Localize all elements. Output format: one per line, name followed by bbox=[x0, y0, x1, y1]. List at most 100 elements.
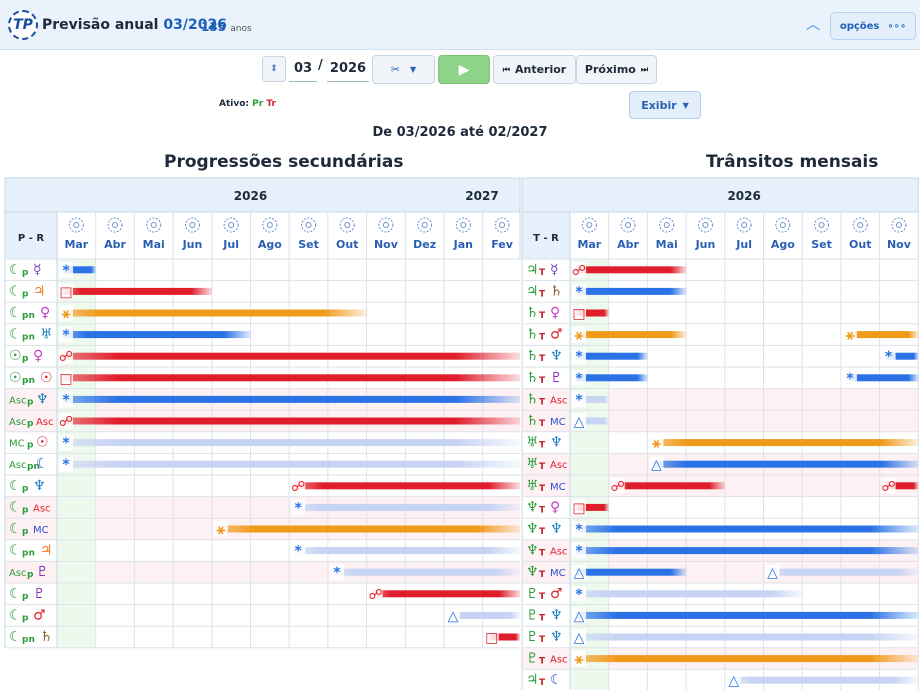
planet-suffix: p bbox=[22, 484, 29, 494]
aspect-symbol: ⚹ bbox=[652, 436, 661, 452]
month-target-icon[interactable] bbox=[736, 217, 752, 233]
aspect-bar bbox=[63, 266, 96, 274]
month-target-icon[interactable] bbox=[339, 217, 355, 233]
year-field[interactable]: 2026 bbox=[327, 58, 369, 82]
icon-ring bbox=[146, 217, 162, 233]
month-field[interactable]: 03 bbox=[289, 58, 317, 82]
month-target-icon[interactable] bbox=[417, 217, 433, 233]
planet-symbol: Asc bbox=[9, 460, 27, 471]
aspect-symbol-bg bbox=[291, 542, 306, 559]
planet-symbol: ☉ bbox=[9, 370, 22, 386]
aspect-symbol: * bbox=[333, 565, 341, 581]
month-label: Out bbox=[336, 238, 358, 251]
aspect-bar bbox=[846, 374, 919, 382]
month-target-icon[interactable] bbox=[620, 217, 636, 233]
aspect-bar bbox=[63, 417, 520, 425]
aspect-symbol-bg bbox=[59, 326, 73, 343]
month-header bbox=[521, 211, 919, 260]
planet-suffix: pn bbox=[22, 376, 35, 386]
aspect-symbol: ⚹ bbox=[217, 522, 226, 538]
tools-dropdown[interactable]: ✂ ▼ bbox=[372, 55, 435, 84]
month-target-icon[interactable] bbox=[146, 217, 162, 233]
aspect-symbol: ⚹ bbox=[62, 306, 71, 322]
month-target-icon[interactable] bbox=[378, 217, 394, 233]
aspect-symbol-bg bbox=[291, 499, 306, 516]
month-target-icon[interactable] bbox=[494, 217, 510, 233]
planet-suffix: T bbox=[539, 397, 546, 407]
planet-suffix: pn bbox=[27, 462, 40, 472]
month-label: Set bbox=[811, 238, 832, 251]
aspect-symbol-bg bbox=[59, 305, 73, 321]
chevron-up-icon[interactable]: ︿ bbox=[806, 17, 820, 33]
month-target-icon[interactable] bbox=[184, 217, 200, 233]
transits-title: Trânsitos mensais bbox=[706, 152, 879, 172]
month-label: Jul bbox=[735, 238, 752, 251]
natal-symbol: ☿ bbox=[33, 262, 42, 278]
natal-symbol: ♀ bbox=[550, 499, 560, 515]
progressions-title: Progressões secundárias bbox=[164, 152, 404, 172]
aspect-symbol-bg bbox=[726, 672, 741, 688]
planet-suffix: p bbox=[22, 613, 29, 623]
month-target-icon[interactable] bbox=[301, 217, 317, 233]
caret-down-icon: ▼ bbox=[410, 65, 417, 74]
planet-suffix: p bbox=[22, 592, 29, 602]
aspect-bar bbox=[63, 395, 520, 403]
aspect-symbol: * bbox=[295, 500, 303, 516]
month-target-icon[interactable] bbox=[107, 217, 123, 233]
icon-ring bbox=[814, 217, 830, 233]
aspect-bar bbox=[885, 482, 919, 490]
icon-ring bbox=[697, 217, 713, 233]
month-target-icon[interactable] bbox=[581, 217, 597, 233]
month-target-icon[interactable] bbox=[852, 217, 868, 233]
play-button[interactable]: ▶ bbox=[438, 55, 490, 84]
planet-symbol: ♄ bbox=[526, 327, 539, 343]
month-target-icon[interactable] bbox=[659, 217, 675, 233]
natal-symbol: ♆ bbox=[550, 629, 563, 645]
options-button[interactable]: opções ∘∘∘ bbox=[830, 12, 916, 40]
natal-symbol: ♇ bbox=[36, 564, 49, 580]
planet-suffix: p bbox=[22, 505, 29, 515]
aspect-symbol: △ bbox=[574, 414, 585, 430]
aspect-symbol-bg bbox=[572, 499, 586, 516]
planet-suffix: T bbox=[539, 678, 546, 688]
icon-core bbox=[382, 222, 389, 228]
planet-symbol: ☾ bbox=[9, 629, 22, 645]
natal-symbol: ☾ bbox=[36, 456, 49, 472]
month-stepper[interactable]: ⇕ bbox=[262, 56, 286, 82]
aspect-symbol: * bbox=[575, 349, 583, 365]
month-target-icon[interactable] bbox=[775, 217, 791, 233]
planet-symbol: ♅ bbox=[526, 456, 539, 472]
aspect-bar bbox=[576, 287, 687, 295]
aspect-symbol: □ bbox=[572, 306, 585, 322]
natal-symbol: ♀ bbox=[40, 305, 50, 321]
aspect-symbol: * bbox=[575, 587, 583, 603]
show-dropdown[interactable]: Exibir ▼ bbox=[629, 91, 701, 119]
planet-suffix: pn bbox=[22, 311, 35, 321]
next-button[interactable]: Próximo ⏭ bbox=[576, 55, 657, 84]
natal-symbol: MC bbox=[550, 568, 566, 579]
natal-symbol: ♄ bbox=[40, 629, 53, 645]
previous-button[interactable]: ⏮ Anterior bbox=[493, 55, 576, 84]
icon-ring bbox=[378, 217, 394, 233]
month-target-icon[interactable] bbox=[455, 217, 471, 233]
skip-back-icon: ⏮ bbox=[502, 64, 510, 74]
month-target-icon[interactable] bbox=[697, 217, 713, 233]
month-target-icon[interactable] bbox=[68, 217, 84, 233]
planet-suffix: p bbox=[22, 289, 29, 299]
planet-symbol: ☾ bbox=[9, 543, 22, 559]
aspect-bar bbox=[653, 439, 919, 447]
planet-suffix: T bbox=[539, 657, 546, 667]
year-label: 2027 bbox=[465, 189, 498, 203]
planet-symbol: ♅ bbox=[526, 435, 539, 451]
aspect-bar bbox=[576, 611, 919, 619]
month-label: Nov bbox=[887, 238, 912, 251]
month-target-icon[interactable] bbox=[262, 217, 278, 233]
natal-symbol: Asc bbox=[550, 395, 568, 406]
date-separator: / bbox=[318, 58, 323, 73]
aspect-symbol-bg bbox=[329, 564, 344, 580]
month-target-icon[interactable] bbox=[891, 217, 907, 233]
month-target-icon[interactable] bbox=[223, 217, 239, 233]
month-target-icon[interactable] bbox=[814, 217, 830, 233]
aspect-symbol: △ bbox=[448, 608, 459, 624]
